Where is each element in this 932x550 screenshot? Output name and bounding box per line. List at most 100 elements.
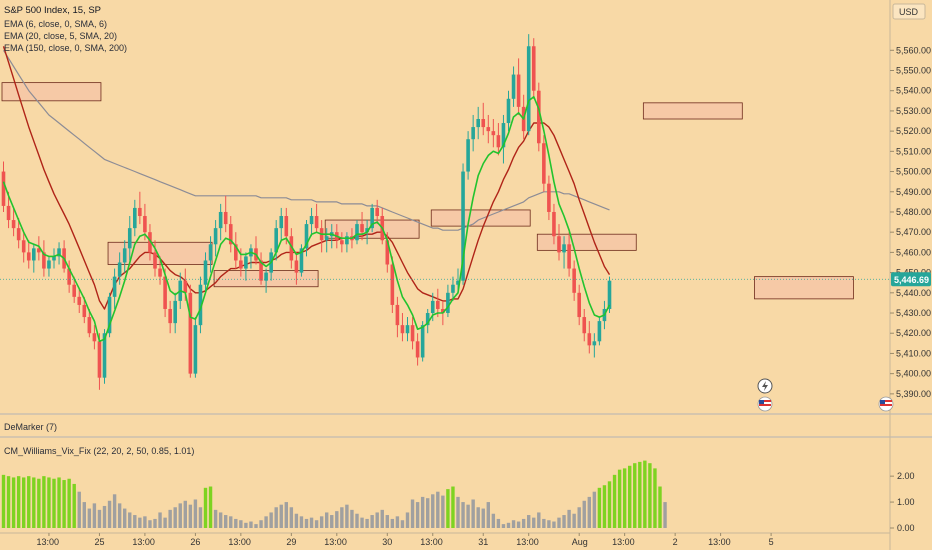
vix-bar-41	[208, 486, 213, 528]
candle-body-28	[143, 216, 147, 233]
candle-body-70	[355, 224, 359, 241]
vix-bar-27	[138, 517, 142, 528]
vix-bar-81	[410, 499, 415, 528]
price-axis[interactable]: 5,390.00 5,400.00 5,410.00 5,420.00 5,430.00…	[890, 45, 931, 399]
candle-body-52	[264, 272, 268, 281]
vix-bar-0	[1, 474, 6, 528]
candle-body-62	[314, 216, 319, 229]
vix-bar-96	[486, 502, 490, 528]
vix-bar-112	[567, 509, 571, 528]
time-tick-label-2: 13:00	[132, 537, 155, 547]
last-price-tag: 5,446.69	[891, 272, 931, 287]
time-tick-label-15: 5	[769, 537, 774, 547]
candle-body-96	[486, 127, 491, 132]
candle-body-27	[138, 207, 142, 217]
vix-bar-70	[355, 513, 359, 528]
vix-bar-20	[102, 505, 107, 528]
time-tick-label-1: 25	[94, 537, 104, 547]
vix-bar-105	[532, 517, 536, 528]
vix-bar-98	[496, 518, 501, 528]
price-tick-label-17: 5,560.00	[896, 45, 931, 55]
vix-bar-75	[380, 509, 384, 528]
candle-body-76	[385, 240, 390, 265]
candle-body-29	[148, 232, 152, 253]
us-flag-icon[interactable]	[757, 396, 773, 412]
ema-fast-layer	[2, 96, 611, 343]
candle-body-95	[481, 119, 486, 128]
us-flag-icon-axis[interactable]	[878, 396, 894, 412]
candle-body-13	[67, 268, 71, 285]
candle-body-8	[42, 252, 46, 269]
vix-bar-79	[400, 520, 405, 528]
vix-bar-37	[188, 504, 193, 528]
currency-box[interactable]	[892, 3, 926, 20]
vix-bar-11	[57, 477, 61, 528]
vix-bar-77	[390, 518, 395, 528]
vix-bar-40	[203, 487, 208, 528]
candle-body-88	[446, 292, 450, 314]
vix-bar-97	[491, 513, 496, 528]
ema-slow-layer	[2, 49, 610, 231]
vix-bar-109	[552, 521, 556, 528]
vix-bar-120	[607, 481, 612, 528]
legend-ema-mid[interactable]: EMA (20, close, 5, SMA, 20)	[4, 31, 117, 41]
vix-title[interactable]: CM_Williams_Vix_Fix (22, 20, 2, 50, 0.85…	[4, 446, 194, 456]
vix-bar-17	[87, 508, 92, 528]
candle-body-92	[466, 139, 470, 172]
vix-bar-103	[521, 518, 526, 528]
vix-bar-36	[183, 500, 187, 528]
candle-body-24	[122, 248, 127, 263]
vix-bar-49	[249, 521, 253, 528]
vix-bar-119	[602, 485, 607, 528]
vix-bar-130	[658, 486, 662, 528]
legend-ema-slow[interactable]: EMA (150, close, 0, SMA, 200)	[4, 43, 127, 53]
price-tick-label-5: 5,440.00	[896, 288, 931, 298]
time-tick-label-10: 13:00	[516, 537, 539, 547]
zone-box-7	[754, 276, 854, 300]
vix-bar-61	[309, 517, 314, 528]
candle-body-54	[274, 228, 278, 253]
vix-bar-92	[466, 504, 470, 528]
vix-bar-83	[420, 496, 425, 528]
vix-bar-66	[335, 511, 339, 528]
vix-axis[interactable]: 0.00 1.00 2.00	[890, 471, 915, 533]
ema-fast-line	[2, 96, 611, 343]
candle-body-79	[400, 325, 405, 334]
vix-bar-6	[32, 477, 36, 528]
time-tick-label-8: 13:00	[420, 537, 443, 547]
vix-bar-76	[385, 515, 389, 528]
vix-bar-23	[117, 503, 122, 528]
lightning-icon[interactable]	[757, 378, 773, 394]
candle-body-101	[511, 74, 516, 99]
zone-box-6	[642, 102, 743, 120]
demarker-title[interactable]: DeMarker (7)	[4, 422, 57, 432]
price-tick-label-0: 5,390.00	[896, 389, 931, 399]
candle-body-83	[420, 325, 425, 358]
time-tick-label-14: 13:00	[708, 537, 731, 547]
vix-bar-33	[168, 509, 172, 528]
zones-layer	[1, 82, 854, 300]
candle-body-109	[552, 211, 556, 237]
candle-body-46	[234, 244, 238, 261]
vix-bar-95	[481, 508, 485, 528]
candle-body-120	[607, 280, 612, 309]
vix-bar-73	[370, 515, 374, 528]
vix-bar-45	[229, 516, 233, 528]
candle-body-48	[244, 256, 248, 269]
candle-body-67	[340, 240, 344, 245]
legend-ema-fast[interactable]: EMA (6, close, 0, SMA, 6)	[4, 19, 107, 29]
candle-body-106	[537, 90, 541, 144]
candle-body-36	[183, 280, 188, 293]
time-axis[interactable]: 13:00 25 13:00 26 13:00 29 13:00 30 13:00 31 13:00…	[0, 532, 890, 547]
ema-slow-line	[2, 49, 610, 231]
candle-body-11	[57, 248, 61, 257]
vix-bar-99	[501, 524, 506, 528]
vix-bar-2	[11, 477, 16, 528]
candle-body-32	[163, 276, 167, 309]
vix-bar-125	[633, 463, 637, 528]
vix-bar-39	[198, 507, 203, 528]
vix-bar-7	[37, 478, 41, 528]
candle-body-57	[289, 236, 294, 261]
vix-bar-69	[350, 509, 354, 528]
